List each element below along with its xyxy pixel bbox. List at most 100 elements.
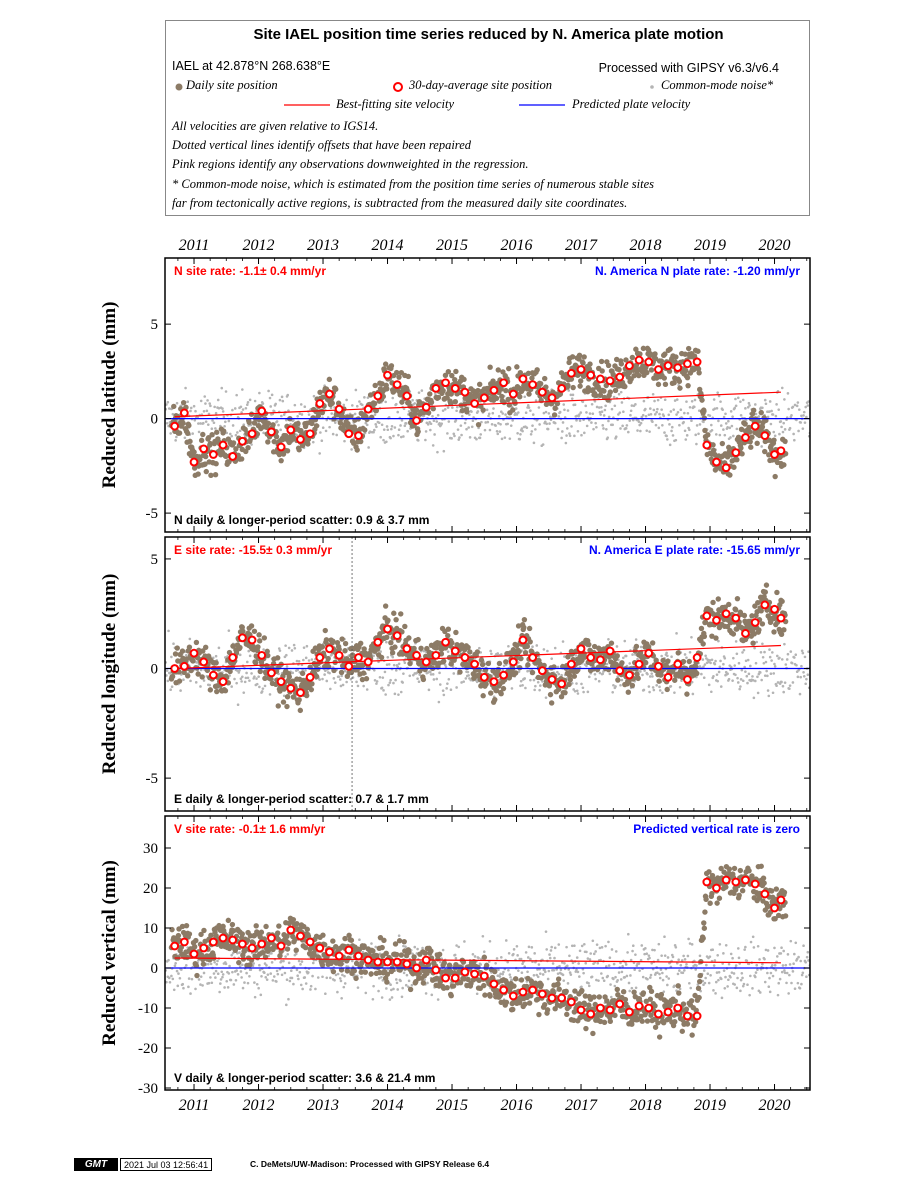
daily-position-point <box>325 655 331 662</box>
common-mode-noise-point <box>165 403 168 406</box>
daily-position-point <box>248 411 255 417</box>
common-mode-noise-point <box>784 663 788 666</box>
daily-position-point <box>493 687 500 694</box>
common-mode-noise-point <box>446 432 449 435</box>
common-mode-noise-point <box>703 663 707 666</box>
daily-position-point <box>199 674 205 680</box>
common-mode-noise-point <box>717 419 720 423</box>
common-mode-noise-point <box>195 661 199 664</box>
daily-position-point <box>576 352 583 359</box>
common-mode-noise-point <box>291 671 295 675</box>
avg30-point <box>334 404 344 414</box>
daily-position-point <box>680 658 687 665</box>
daily-position-point <box>427 391 433 397</box>
daily-position-point <box>771 629 777 635</box>
common-mode-noise-point <box>412 673 415 677</box>
common-mode-noise-point <box>477 956 480 960</box>
daily-position-point <box>207 440 214 447</box>
common-mode-noise-point <box>541 680 544 683</box>
common-mode-noise-point <box>717 639 720 643</box>
daily-position-point <box>487 364 493 370</box>
common-mode-noise-point <box>443 408 447 411</box>
common-mode-noise-point <box>770 409 773 413</box>
common-mode-noise-point <box>329 976 332 980</box>
common-mode-noise-point <box>497 422 500 425</box>
daily-position-point <box>710 447 717 454</box>
common-mode-noise-point <box>446 682 449 685</box>
common-mode-noise-point <box>680 679 683 682</box>
daily-position-point <box>187 438 193 445</box>
common-mode-noise-point <box>424 430 428 433</box>
common-mode-noise-point <box>599 413 602 416</box>
common-mode-noise-point <box>537 963 541 966</box>
common-mode-noise-point <box>559 968 563 972</box>
common-mode-noise-point <box>280 414 283 418</box>
daily-position-point <box>750 640 756 646</box>
avg30-point <box>383 370 392 380</box>
common-mode-noise-point <box>261 687 265 690</box>
common-mode-noise-point <box>624 963 628 966</box>
common-mode-noise-point <box>666 654 669 658</box>
daily-position-point <box>330 638 336 644</box>
avg30-point <box>557 383 567 393</box>
common-mode-noise-point <box>262 648 265 651</box>
avg30-point <box>663 672 673 682</box>
common-mode-noise-point <box>382 428 386 431</box>
common-mode-noise-point <box>165 980 168 984</box>
common-mode-noise-point <box>297 977 300 981</box>
common-mode-noise-point <box>500 653 503 656</box>
common-mode-noise-point <box>269 972 273 975</box>
common-mode-noise-point <box>556 427 560 431</box>
avg30-point <box>741 433 750 442</box>
common-mode-noise-point <box>628 989 632 993</box>
common-mode-noise-point <box>296 668 299 672</box>
common-mode-noise-point <box>617 392 621 396</box>
common-mode-noise-point <box>301 987 304 991</box>
common-mode-noise-point <box>234 433 238 437</box>
common-mode-noise-point <box>504 413 507 416</box>
daily-position-point <box>505 396 511 403</box>
daily-position-point <box>569 354 576 360</box>
common-mode-noise-point <box>526 956 530 959</box>
common-mode-noise-point <box>436 450 439 454</box>
daily-position-point <box>461 376 467 383</box>
daily-position-point <box>191 449 197 455</box>
daily-position-point <box>195 471 201 477</box>
daily-position-point <box>459 407 465 414</box>
common-mode-noise-point <box>456 428 460 431</box>
common-mode-noise-point <box>723 656 727 660</box>
common-mode-noise-point <box>690 636 693 639</box>
common-mode-noise-point <box>650 672 654 675</box>
common-mode-noise-point <box>488 939 492 943</box>
common-mode-noise-point <box>368 430 372 434</box>
common-mode-noise-label: Common-mode noise* <box>661 78 774 92</box>
common-mode-noise-point <box>470 410 473 413</box>
common-mode-noise-point <box>413 402 417 405</box>
daily-position-point <box>503 659 509 665</box>
daily-position-point <box>756 627 762 633</box>
common-mode-noise-point <box>710 658 714 662</box>
daily-position-point <box>359 676 366 683</box>
avg30-point <box>179 661 189 671</box>
daily-position-point <box>699 397 705 403</box>
daily-position-point <box>305 441 311 447</box>
common-mode-noise-point <box>587 418 591 422</box>
daily-position-point <box>296 697 302 703</box>
avg30-point <box>257 650 267 660</box>
common-mode-noise-point <box>648 430 651 433</box>
common-mode-noise-point <box>189 406 193 410</box>
common-mode-noise-point <box>726 425 729 429</box>
common-mode-noise-point <box>202 421 205 425</box>
daily-position-point <box>514 364 520 370</box>
common-mode-noise-point <box>615 645 619 648</box>
daily-position-point <box>448 661 454 667</box>
common-mode-noise-point <box>676 410 680 414</box>
common-mode-noise-point <box>515 413 519 416</box>
common-mode-noise-point <box>606 436 610 439</box>
common-mode-noise-point <box>479 651 483 654</box>
note-line-5: far from tectonically active regions, is… <box>172 196 628 210</box>
common-mode-noise-point <box>355 680 358 684</box>
common-mode-noise-point <box>475 437 478 441</box>
note-line-4: * Common-mode noise, which is estimated … <box>172 177 655 191</box>
daily-position-point <box>342 648 348 654</box>
